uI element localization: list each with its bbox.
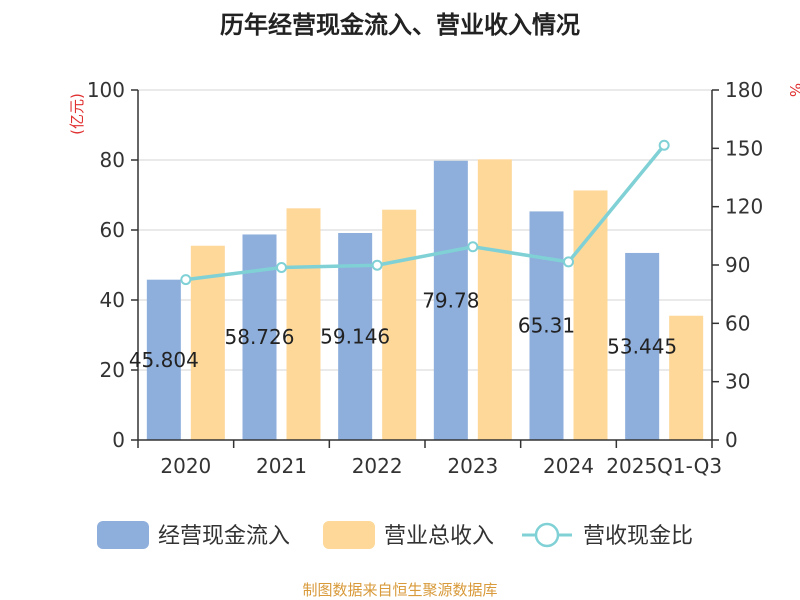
- bar-data-label: 53.445: [607, 334, 677, 358]
- ratio-point: [563, 256, 574, 268]
- left-tick-label: 80: [100, 148, 125, 172]
- left-tick-label: 20: [100, 358, 125, 382]
- ratio-point: [371, 259, 383, 271]
- right-tick-label: 120: [725, 195, 763, 219]
- right-tick-label: 150: [725, 136, 763, 160]
- bar-cash-inflow: [433, 160, 468, 440]
- left-axis-unit: (亿元): [68, 93, 86, 135]
- bar-total-revenue: [286, 208, 321, 440]
- ratio-point: [276, 262, 287, 274]
- bar-cash-inflow: [529, 211, 564, 440]
- axes: 0 20 40 60 80 100 0 30 60 90 120 150 180 2020 2021 2022…: [87, 78, 763, 478]
- ratio-point: [467, 241, 479, 253]
- right-tick-label: 90: [725, 253, 750, 277]
- legend-label-cash-inflow: 经营现金流入: [158, 524, 290, 549]
- bar-total-revenue: [669, 315, 704, 440]
- chart-title: 历年经营现金流入、营业收入情况: [220, 11, 580, 39]
- ratio-line-path: [185, 144, 666, 282]
- legend-swatch-cash-inflow: [97, 521, 149, 549]
- legend-swatch-ratio-point: [534, 522, 560, 548]
- left-tick-label: 0: [112, 428, 125, 452]
- x-tick-label: 2021: [256, 454, 307, 478]
- bar-total-revenue: [573, 190, 608, 440]
- right-tick-label: 180: [725, 78, 763, 102]
- bar-total-revenue: [382, 209, 417, 440]
- right-axis-unit: %: [786, 83, 800, 97]
- right-tick-label: 30: [725, 370, 750, 394]
- right-tick-label: 60: [725, 311, 750, 335]
- left-tick-label: 40: [100, 288, 125, 312]
- grid-lines: [138, 89, 712, 371]
- right-tick-label: 0: [725, 428, 738, 452]
- ratio-point: [658, 139, 670, 151]
- x-tick-label: 2022: [352, 454, 403, 478]
- ratio-point: [180, 274, 192, 286]
- ratio-line: [180, 139, 670, 286]
- bar-data-label: 45.804: [129, 348, 199, 372]
- source-note: 制图数据来自恒生聚源数据库: [302, 581, 497, 599]
- x-tick-label: 2023: [447, 454, 498, 478]
- x-tick-label: 2020: [160, 454, 211, 478]
- bar-cash-inflow: [146, 279, 181, 440]
- left-tick-label: 100: [87, 78, 125, 102]
- x-tick-label: 2024: [543, 454, 594, 478]
- bar-data-label: 79.78: [422, 288, 479, 312]
- x-tick-label: 2025Q1-Q3: [606, 454, 722, 478]
- bar-total-revenue: [477, 159, 512, 441]
- bar-data-label: 65.31: [518, 314, 575, 338]
- bar-cash-inflow: [625, 252, 660, 440]
- bars: [146, 159, 704, 441]
- legend: 经营现金流入 营业总收入 营收现金比: [97, 521, 693, 549]
- bar-data-label: 58.726: [225, 325, 295, 349]
- legend-swatch-total-revenue: [323, 521, 375, 549]
- data-labels: 45.804 58.726 59.146 79.78 65.31 53.445: [129, 288, 677, 371]
- bar-data-label: 59.146: [320, 324, 390, 348]
- legend-label-total-revenue: 营业总收入: [384, 524, 494, 549]
- legend-label-ratio: 营收现金比: [583, 524, 693, 549]
- left-tick-label: 60: [100, 218, 125, 242]
